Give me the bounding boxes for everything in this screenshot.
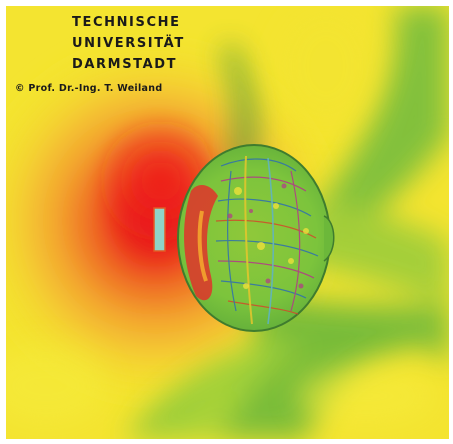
- university-name-line-1: TECHNISCHE: [72, 15, 181, 30]
- university-name-line-2: UNIVERSITÄT: [72, 36, 185, 51]
- head-model-icon: [177, 144, 335, 332]
- antenna-source-icon: [153, 181, 166, 252]
- university-seal-icon: [14, 12, 59, 72]
- university-name-line-3: DARMSTADT: [72, 57, 178, 72]
- field-simulation-canvas: [6, 6, 449, 439]
- field-simulation: TECHNISCHE UNIVERSITÄT DARMSTADT © Prof.…: [6, 6, 449, 439]
- copyright-credit: © Prof. Dr.-Ing. T. Weiland: [15, 83, 163, 94]
